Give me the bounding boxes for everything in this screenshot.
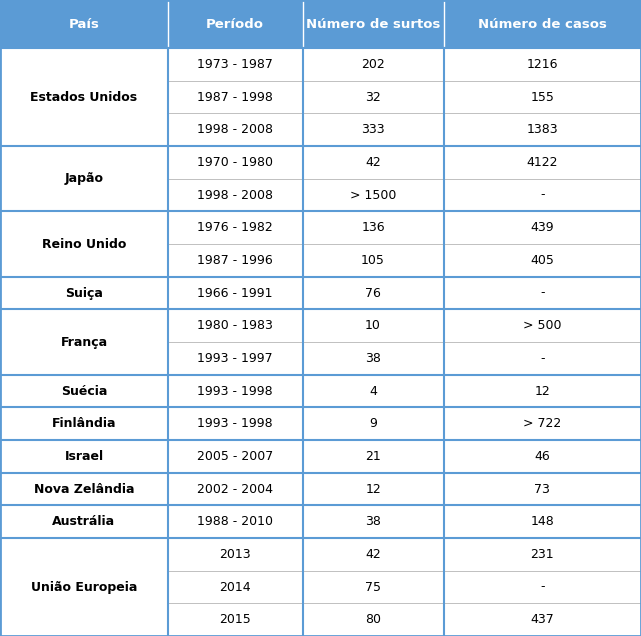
Text: 136: 136 — [362, 221, 385, 234]
Text: Número de surtos: Número de surtos — [306, 18, 440, 31]
Text: Japão: Japão — [65, 172, 103, 185]
Text: 73: 73 — [535, 483, 550, 495]
Bar — [0, 277, 641, 309]
Text: -: - — [540, 286, 545, 300]
Text: Suécia: Suécia — [61, 385, 107, 398]
Text: País: País — [69, 18, 99, 31]
Text: 76: 76 — [365, 286, 381, 300]
Text: Número de casos: Número de casos — [478, 18, 607, 31]
Text: 1987 - 1996: 1987 - 1996 — [197, 254, 273, 267]
Bar — [0, 211, 641, 244]
Text: 1998 - 2008: 1998 - 2008 — [197, 123, 273, 136]
Text: -: - — [540, 188, 545, 202]
Bar — [0, 146, 641, 179]
Text: 1987 - 1998: 1987 - 1998 — [197, 90, 273, 104]
Text: Período: Período — [206, 18, 264, 31]
Text: -: - — [540, 581, 545, 593]
Text: 1383: 1383 — [526, 123, 558, 136]
Text: 1988 - 2010: 1988 - 2010 — [197, 515, 273, 528]
Text: 1980 - 1983: 1980 - 1983 — [197, 319, 273, 332]
Text: 12: 12 — [535, 385, 550, 398]
Bar — [0, 407, 641, 440]
Text: 405: 405 — [530, 254, 554, 267]
Bar — [0, 309, 641, 342]
Text: 231: 231 — [531, 548, 554, 561]
Text: 1970 - 1980: 1970 - 1980 — [197, 156, 273, 169]
Text: 21: 21 — [365, 450, 381, 463]
Text: França: França — [60, 336, 108, 349]
Text: Austrália: Austrália — [53, 515, 115, 528]
Bar — [0, 0, 641, 48]
Text: 42: 42 — [365, 548, 381, 561]
Text: 9: 9 — [369, 417, 377, 430]
Bar — [0, 604, 641, 636]
Text: 148: 148 — [530, 515, 554, 528]
Text: 1966 - 1991: 1966 - 1991 — [197, 286, 273, 300]
Bar — [0, 179, 641, 211]
Text: 80: 80 — [365, 613, 381, 626]
Text: 12: 12 — [365, 483, 381, 495]
Text: > 500: > 500 — [523, 319, 562, 332]
Text: 4: 4 — [369, 385, 377, 398]
Text: Finlândia: Finlândia — [52, 417, 116, 430]
Text: -: - — [540, 352, 545, 365]
Text: 2005 - 2007: 2005 - 2007 — [197, 450, 273, 463]
Bar — [0, 506, 641, 538]
Text: 202: 202 — [361, 58, 385, 71]
Bar — [0, 538, 641, 570]
Text: 1976 - 1982: 1976 - 1982 — [197, 221, 273, 234]
Bar — [0, 48, 641, 81]
Bar — [0, 473, 641, 506]
Text: 155: 155 — [530, 90, 554, 104]
Text: 4122: 4122 — [526, 156, 558, 169]
Text: Suiça: Suiça — [65, 286, 103, 300]
Bar — [0, 375, 641, 407]
Text: 333: 333 — [362, 123, 385, 136]
Text: 32: 32 — [365, 90, 381, 104]
Text: > 1500: > 1500 — [350, 188, 396, 202]
Text: 1993 - 1998: 1993 - 1998 — [197, 417, 273, 430]
Text: 105: 105 — [361, 254, 385, 267]
Text: Estados Unidos: Estados Unidos — [30, 90, 138, 104]
Text: 1993 - 1997: 1993 - 1997 — [197, 352, 273, 365]
Bar — [0, 244, 641, 277]
Bar — [0, 570, 641, 604]
Text: 1998 - 2008: 1998 - 2008 — [197, 188, 273, 202]
Text: 2002 - 2004: 2002 - 2004 — [197, 483, 273, 495]
Text: 1973 - 1987: 1973 - 1987 — [197, 58, 273, 71]
Text: Israel: Israel — [64, 450, 104, 463]
Bar — [0, 440, 641, 473]
Text: 2013: 2013 — [219, 548, 251, 561]
Bar — [0, 113, 641, 146]
Text: 38: 38 — [365, 515, 381, 528]
Bar — [0, 342, 641, 375]
Text: 46: 46 — [535, 450, 550, 463]
Text: 75: 75 — [365, 581, 381, 593]
Text: 38: 38 — [365, 352, 381, 365]
Text: > 722: > 722 — [523, 417, 562, 430]
Text: 10: 10 — [365, 319, 381, 332]
Text: 1993 - 1998: 1993 - 1998 — [197, 385, 273, 398]
Text: 2014: 2014 — [219, 581, 251, 593]
Text: União Europeia: União Europeia — [31, 581, 137, 593]
Text: 437: 437 — [530, 613, 554, 626]
Text: Reino Unido: Reino Unido — [42, 237, 126, 251]
Text: 42: 42 — [365, 156, 381, 169]
Text: 1216: 1216 — [526, 58, 558, 71]
Text: Nova Zelândia: Nova Zelândia — [34, 483, 134, 495]
Text: 2015: 2015 — [219, 613, 251, 626]
Text: 439: 439 — [531, 221, 554, 234]
Bar — [0, 81, 641, 113]
